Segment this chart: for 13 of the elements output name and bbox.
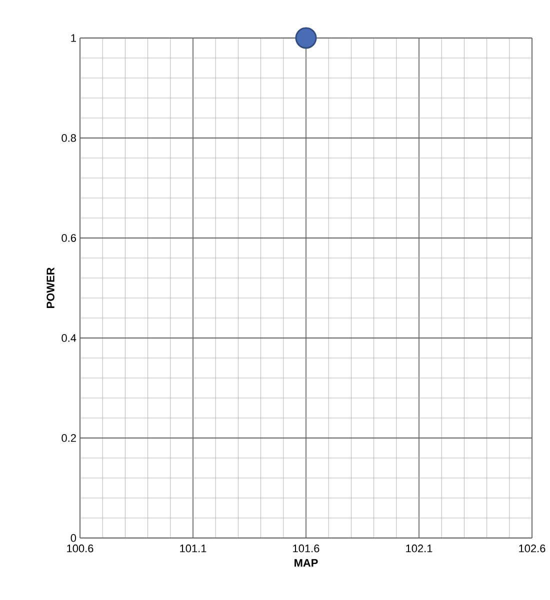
x-tick-label: 101.6: [293, 544, 320, 552]
y-axis-title: POWER: [46, 268, 54, 308]
x-axis-title: MAP: [294, 559, 318, 567]
x-tick-label: 100.6: [67, 544, 94, 552]
y-tick-label: 0.8: [62, 134, 76, 142]
y-tick-label: 0.4: [62, 334, 76, 342]
x-tick-label: 101.1: [180, 544, 206, 552]
x-tick-label: 102.6: [519, 544, 546, 552]
y-tick-label: 0: [70, 534, 76, 542]
y-tick-label: 0.2: [62, 434, 76, 442]
x-tick-label: 102.1: [406, 544, 432, 552]
y-tick-label: 1: [71, 34, 76, 42]
y-tick-label: 0.6: [62, 234, 76, 242]
